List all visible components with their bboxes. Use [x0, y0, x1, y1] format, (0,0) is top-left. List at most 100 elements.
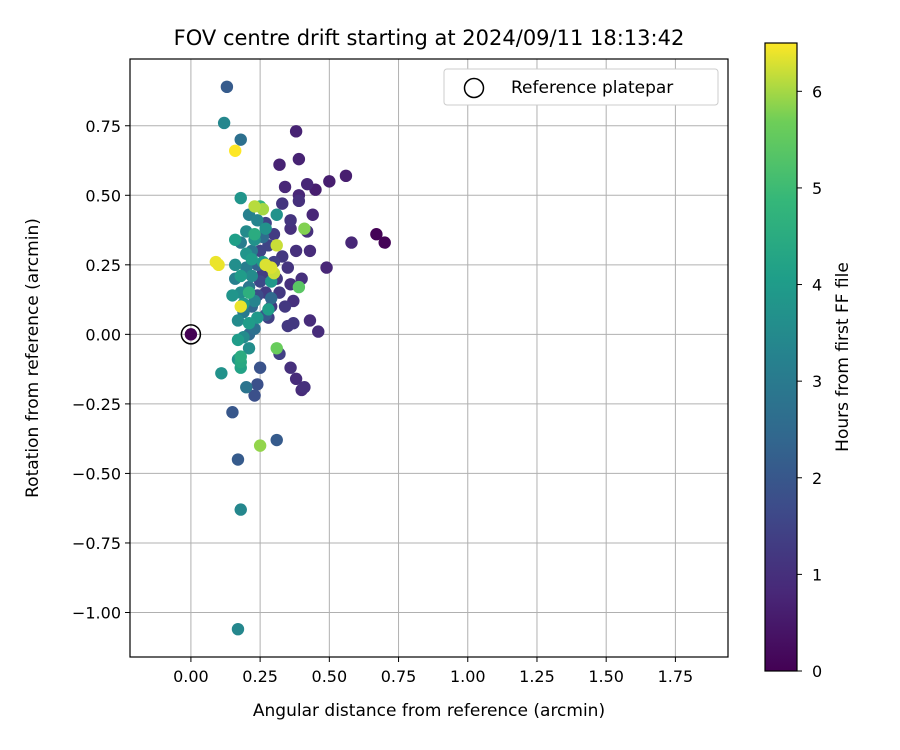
x-tick-label: 1.50 — [588, 667, 624, 686]
y-tick-label: 0.50 — [85, 186, 121, 205]
data-point — [289, 125, 303, 138]
x-tick-label: 0.50 — [312, 667, 348, 686]
data-point — [231, 622, 245, 636]
data-point — [303, 244, 317, 258]
colorbar-tick-label: 1 — [812, 565, 822, 584]
colorbar-gradient — [765, 43, 797, 671]
data-point — [242, 317, 256, 330]
reference-marker-group — [180, 324, 202, 345]
data-point — [298, 222, 311, 235]
y-tick-label: 0.75 — [85, 117, 121, 136]
data-point — [234, 269, 247, 283]
data-point — [270, 342, 283, 355]
data-point — [248, 228, 261, 241]
plot-frame — [129, 58, 729, 658]
colorbar-frame — [764, 42, 798, 672]
x-tick-label: 0.00 — [173, 667, 209, 686]
data-point — [292, 280, 306, 294]
legend-reference-marker — [463, 77, 485, 99]
data-point — [270, 208, 283, 221]
data-point — [251, 214, 264, 227]
data-point — [284, 361, 297, 374]
colorbar-tick-label: 2 — [812, 469, 822, 488]
chart-title: FOV centre drift starting at 2024/09/11 … — [174, 26, 685, 50]
colorbar-tick-label: 3 — [812, 372, 822, 391]
legend-label: Reference platepar — [511, 78, 673, 98]
data-point — [323, 175, 336, 188]
data-point — [231, 314, 245, 327]
data-point — [278, 180, 292, 194]
data-point — [370, 228, 383, 241]
data-point — [253, 361, 267, 374]
data-point — [276, 197, 289, 210]
data-point — [264, 292, 278, 305]
colorbar-tick-label: 4 — [812, 276, 822, 295]
data-point — [259, 258, 272, 272]
data-point — [289, 244, 303, 258]
data-point — [229, 144, 242, 157]
data-point — [231, 333, 245, 347]
legend-box — [443, 68, 719, 106]
data-point — [281, 261, 295, 274]
data-point — [242, 342, 256, 355]
data-point — [289, 372, 303, 386]
y-tick-label: 0.00 — [85, 325, 121, 344]
data-point — [234, 503, 247, 516]
data-point — [284, 214, 297, 227]
data-point — [278, 300, 292, 313]
data-point — [226, 406, 239, 419]
colorbar-label: Hours from first FF file — [833, 262, 853, 452]
data-point — [378, 236, 391, 249]
data-point — [248, 389, 261, 402]
data-point — [312, 325, 325, 338]
data-point — [229, 233, 242, 246]
reference-ring — [180, 324, 202, 345]
data-point — [270, 239, 283, 252]
data-point — [245, 253, 259, 266]
data-point — [306, 208, 319, 221]
data-point — [248, 200, 261, 213]
data-point — [209, 255, 223, 269]
data-point — [303, 314, 317, 327]
data-point — [273, 158, 286, 171]
y-axis-ticks: −1.00 −0.75 −0.50 −0.25 0.00 0.25 0.50 0.75 — [72, 117, 130, 622]
data-point — [234, 300, 247, 313]
y-tick-label: −0.25 — [72, 395, 121, 414]
data-points — [209, 80, 391, 636]
x-tick-label: 1.25 — [519, 667, 555, 686]
data-point — [320, 261, 333, 274]
data-point — [231, 453, 245, 466]
x-tick-label: 0.75 — [381, 667, 417, 686]
x-tick-label: 1.75 — [658, 667, 694, 686]
data-point — [292, 152, 306, 166]
x-axis-ticks: 0.00 0.25 0.50 0.75 1.00 1.25 1.50 1.75 — [173, 657, 693, 686]
x-tick-label: 1.00 — [450, 667, 486, 686]
data-point — [298, 381, 311, 394]
data-point — [234, 191, 247, 205]
y-tick-label: 0.25 — [85, 256, 121, 275]
y-tick-label: −1.00 — [72, 603, 121, 622]
y-tick-label: −0.75 — [72, 534, 121, 553]
data-point — [245, 269, 259, 283]
data-point — [234, 350, 247, 363]
data-point — [217, 116, 231, 130]
data-point — [240, 381, 253, 394]
colorbar-tick-label: 6 — [812, 82, 822, 101]
data-point — [300, 177, 314, 191]
data-point — [281, 319, 295, 333]
legend: Reference platepar — [443, 68, 719, 106]
x-axis-label: Angular distance from reference (arcmin) — [253, 701, 605, 721]
colorbar-ticks: 0 1 2 3 4 5 6 — [797, 82, 822, 681]
colorbar-tick-label: 0 — [812, 662, 822, 681]
y-tick-label: −0.50 — [72, 464, 121, 483]
data-point — [242, 286, 256, 299]
colorbar-tick-label: 5 — [812, 179, 822, 198]
data-point — [229, 258, 242, 272]
x-tick-label: 0.25 — [242, 667, 278, 686]
y-axis-label: Rotation from reference (arcmin) — [23, 218, 43, 498]
data-point — [251, 378, 264, 391]
colorbar: 0 1 2 3 4 5 6 Hours from first FF file — [764, 42, 853, 681]
data-point — [234, 133, 247, 146]
data-point — [220, 80, 234, 94]
